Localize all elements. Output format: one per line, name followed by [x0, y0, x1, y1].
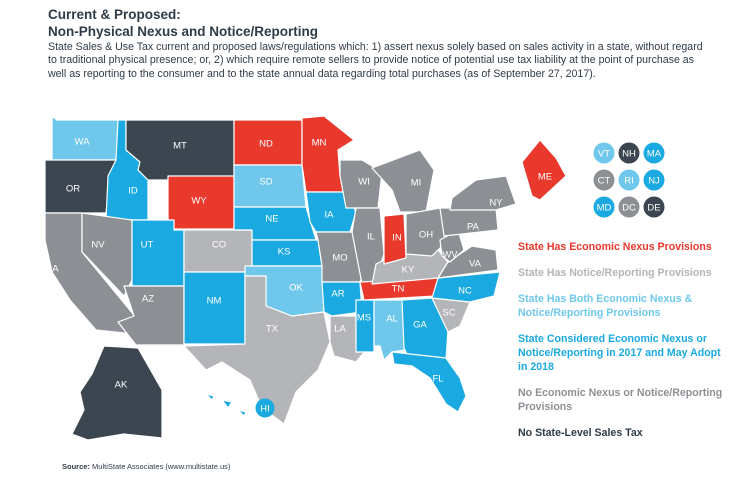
state-label-wi: WI [358, 177, 370, 188]
state-label-ok: OK [289, 283, 303, 294]
state-tx [183, 275, 331, 425]
state-nc [431, 271, 501, 303]
state-marker-label-md: MD [597, 203, 612, 214]
state-marker-label-nh: NH [622, 149, 636, 160]
state-label-ne: NE [265, 214, 278, 225]
state-label-or: OR [66, 184, 80, 195]
state-label-il: IL [367, 232, 375, 243]
state-co [183, 229, 253, 273]
state-label-fl: FL [432, 374, 443, 385]
state-label-sc: SC [442, 308, 455, 319]
state-label-me: ME [538, 172, 552, 183]
state-marker-nh [618, 142, 640, 164]
state-label-mn: MN [312, 138, 327, 149]
state-marker-ri [618, 169, 640, 191]
source-note: Source: MultiState Associates (www.multi… [62, 462, 230, 471]
state-marker-ct [593, 169, 615, 191]
state-marker-label-nj: NJ [648, 176, 660, 187]
state-marker-vt [593, 142, 615, 164]
state-label-nm: NM [207, 296, 222, 307]
state-hi-marker [255, 398, 275, 418]
state-marker-label-de: DE [647, 203, 660, 214]
state-nm [183, 271, 246, 345]
state-label-mo: MO [332, 253, 347, 264]
state-label-ak: AK [115, 380, 128, 391]
state-label-la: LA [334, 324, 346, 335]
legend-item-no-tax: No State-Level Sales Tax [518, 427, 643, 439]
state-al [373, 299, 407, 361]
state-label-ky: KY [402, 265, 415, 276]
state-ar [321, 281, 363, 317]
state-marker-de [643, 196, 665, 218]
map-title: Current & Proposed: [48, 7, 181, 22]
state-marker-label-ct: CT [598, 176, 611, 187]
state-marker-label-ma: MA [647, 149, 662, 160]
state-labels: WA OR CA ID NV MT WY UT AZ CO NM ND SD NE KS OK TX MN IA MO… [45, 137, 552, 415]
state-hi [205, 393, 247, 417]
state-marker-nj [643, 169, 665, 191]
state-label-ms: MS [357, 313, 371, 324]
state-label-ut: UT [141, 240, 154, 251]
state-ms [355, 299, 375, 353]
state-ut [131, 219, 185, 287]
state-shapes [44, 115, 567, 441]
state-label-wa: WA [75, 137, 91, 148]
state-label-ar: AR [331, 289, 344, 300]
state-label-tn: TN [392, 284, 405, 295]
state-label-ia: IA [325, 210, 335, 221]
state-oh [405, 207, 447, 257]
source-text: MultiState Associates (www.multistate.us… [92, 462, 231, 471]
state-label-ca: CA [45, 264, 59, 275]
state-label-nd: ND [259, 139, 273, 150]
state-label-sd: SD [259, 177, 272, 188]
state-fl [391, 351, 467, 413]
state-label-va: VA [469, 259, 482, 270]
state-va [437, 245, 499, 279]
state-label-id: ID [128, 186, 138, 197]
state-marker-dc [618, 196, 640, 218]
state-label-al: AL [386, 314, 398, 325]
state-label-mt: MT [173, 141, 187, 152]
map-subtitle: Non-Physical Nexus and Notice/Reporting [48, 24, 319, 39]
legend-item-considered: State Considered Economic Nexus or Notic… [518, 333, 721, 373]
state-label-in: IN [392, 233, 402, 244]
title-block: Current & Proposed: Non-Physical Nexus a… [48, 6, 708, 81]
state-label-wy: WY [191, 196, 207, 207]
state-label-ga: GA [413, 320, 427, 331]
state-label-az: AZ [142, 294, 154, 305]
state-or [44, 159, 117, 214]
state-ak [71, 345, 163, 441]
legend-item-none: No Economic Nexus or Notice/Reporting Pr… [518, 387, 723, 413]
state-marker-ma [643, 142, 665, 164]
map-legend: State Has Economic Nexus Provisions State… [518, 240, 723, 452]
map-description: State Sales & Use Tax current and propos… [48, 41, 703, 80]
state-label-mi: MI [411, 178, 422, 189]
state-label-tx: TX [266, 324, 279, 335]
state-label-hi: HI [260, 404, 270, 415]
legend-item-notice-reporting: State Has Notice/Reporting Provisions [518, 267, 712, 279]
state-marker-label-ri: RI [624, 176, 634, 187]
state-ny [449, 175, 517, 211]
state-label-pa: PA [467, 222, 480, 233]
state-label-nv: NV [91, 240, 105, 251]
source-label: Source: [62, 462, 90, 471]
state-label-wv: WV [442, 250, 458, 261]
legend-item-both: State Has Both Economic Nexus & Notice/R… [518, 293, 693, 319]
state-label-oh: OH [419, 230, 433, 241]
state-label-nc: NC [458, 286, 472, 297]
state-marker-label-vt: VT [598, 149, 610, 160]
state-label-ks: KS [278, 247, 291, 258]
state-marker-label-dc: DC [622, 203, 636, 214]
state-label-ny: NY [489, 198, 503, 209]
state-marker-md [593, 196, 615, 218]
legend-item-economic-nexus: State Has Economic Nexus Provisions [518, 241, 712, 253]
state-in [383, 213, 407, 265]
state-me [521, 139, 567, 201]
state-label-co: CO [212, 240, 226, 251]
small-state-markers: VT NH MA CT RI NJ MD DC DE [593, 142, 665, 218]
